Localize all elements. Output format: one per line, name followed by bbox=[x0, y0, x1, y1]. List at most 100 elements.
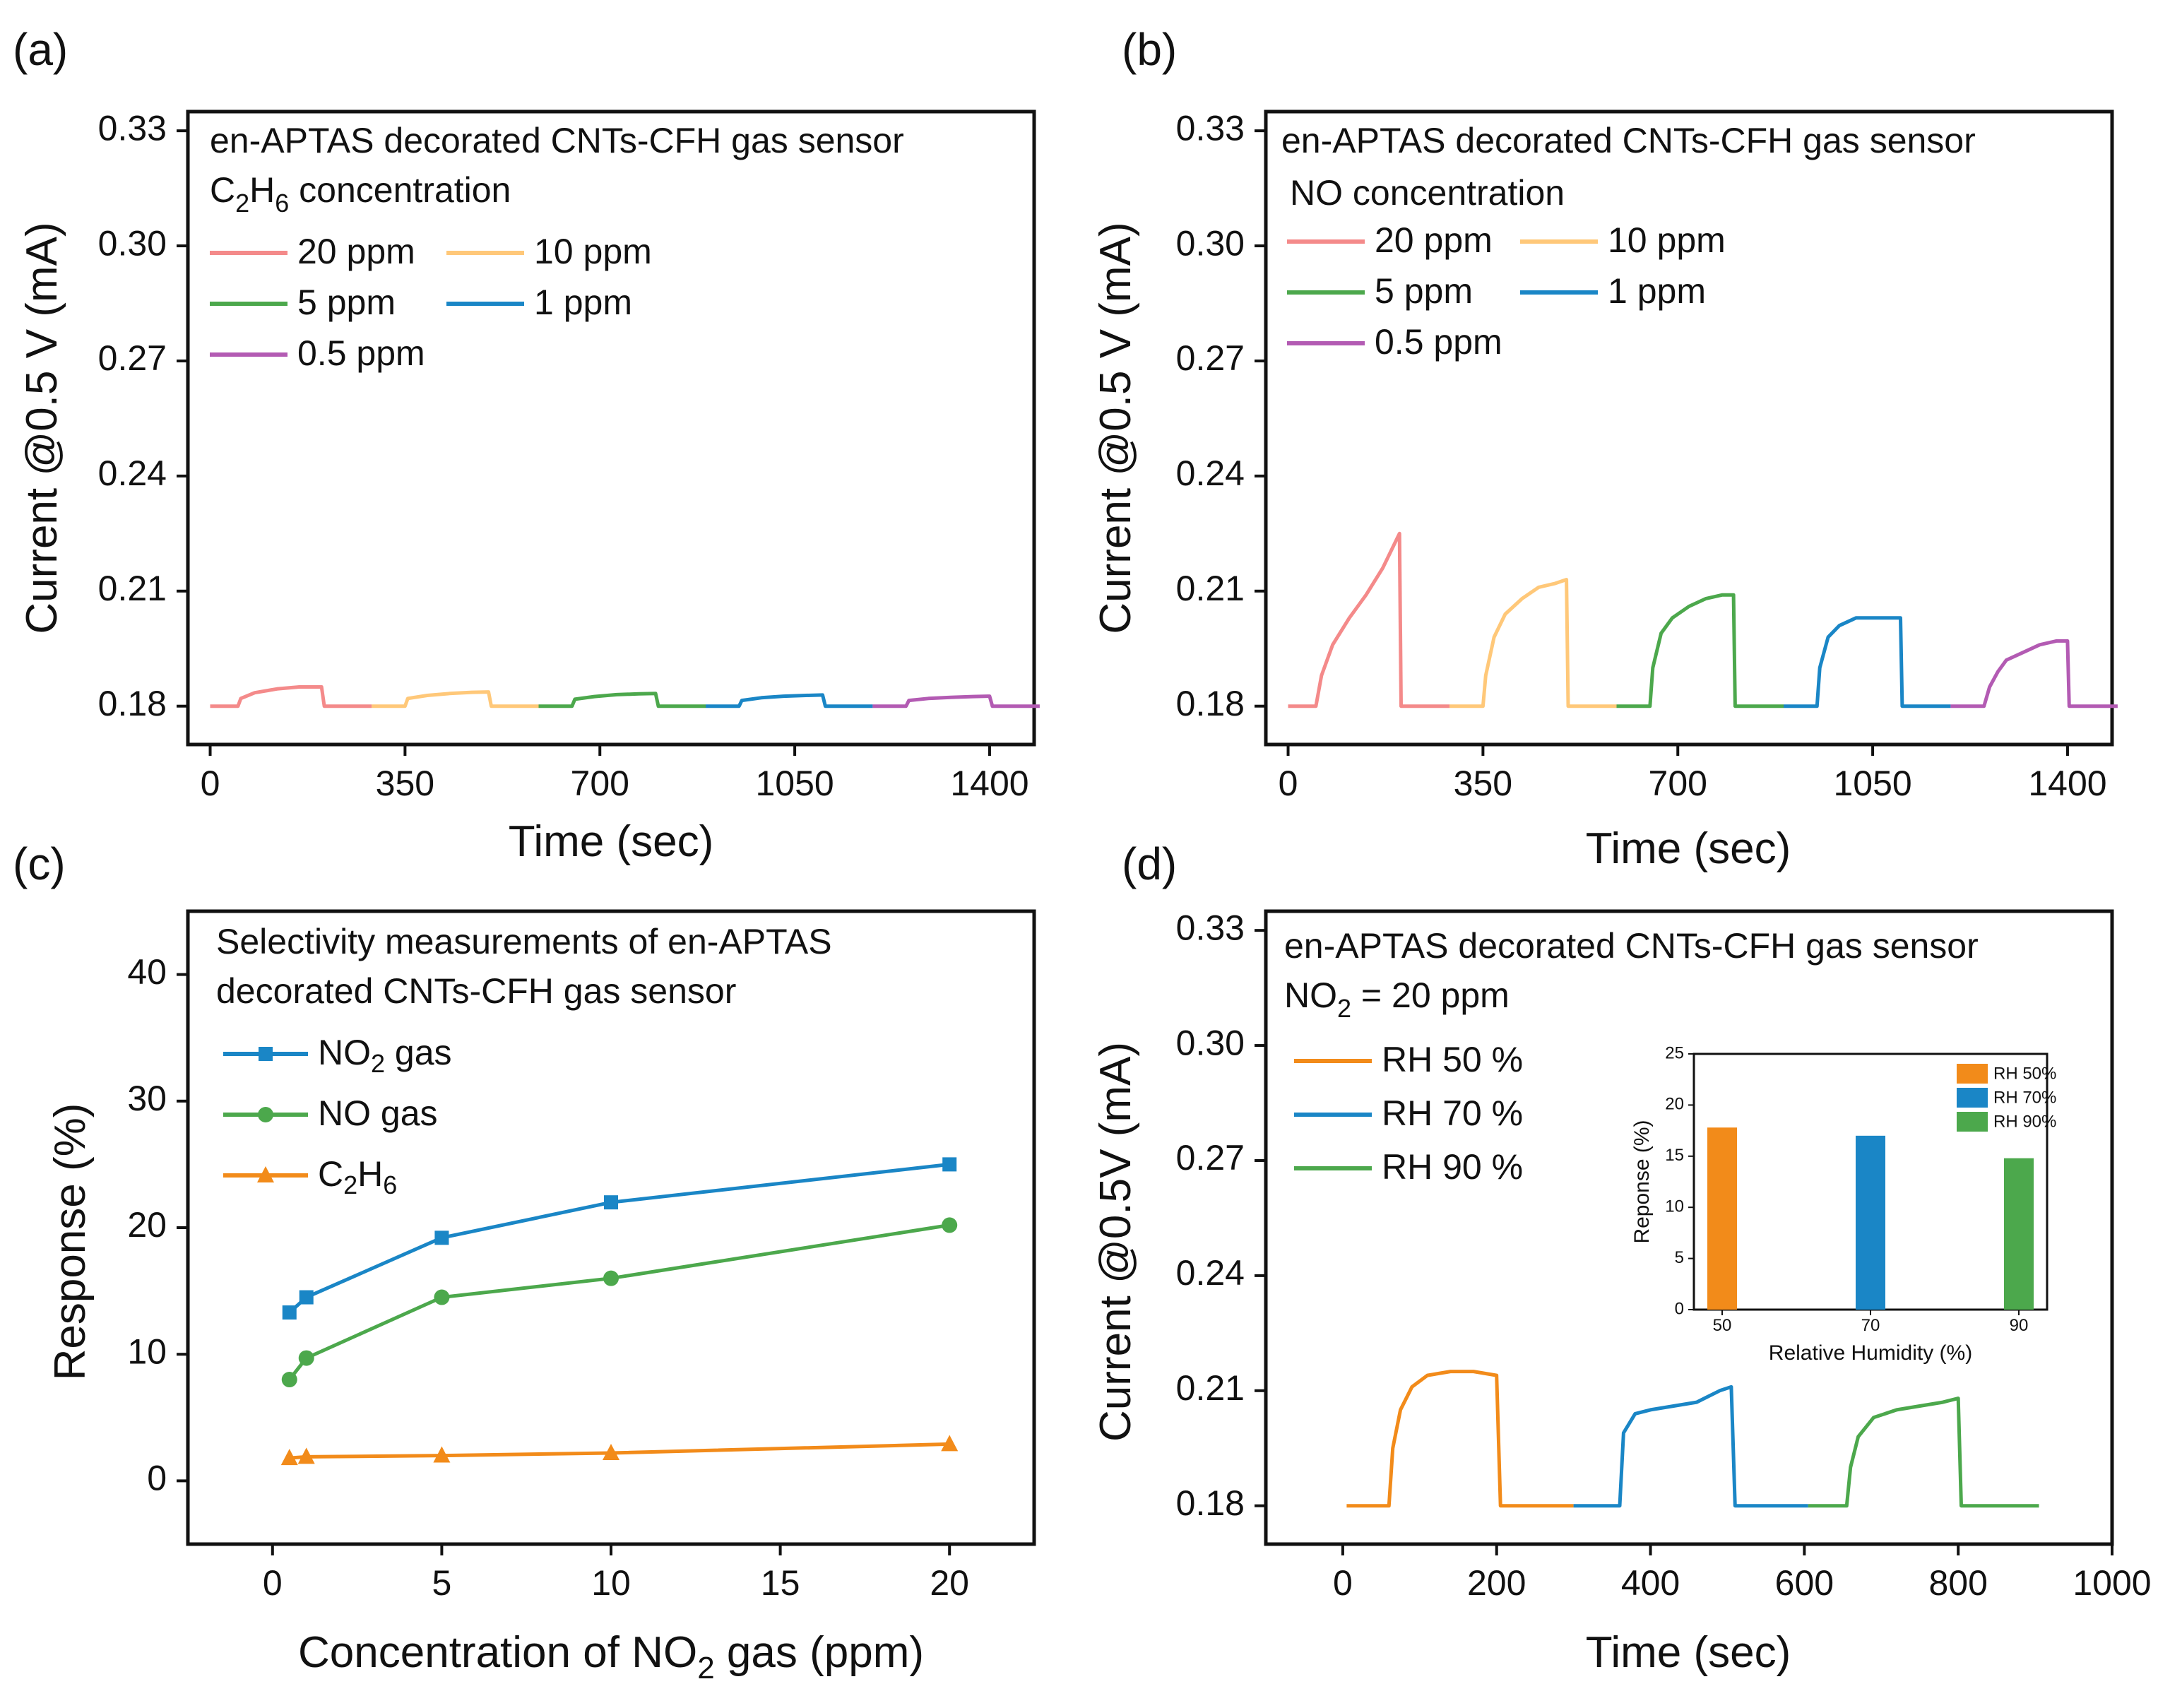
y-tick-label-b-4: 0.30 bbox=[1176, 223, 1245, 263]
legend-a: 20 ppm 10 ppm 5 ppm 1 ppm 0.5 ppm bbox=[210, 232, 652, 373]
legend-label-c-0: NO2 gas bbox=[318, 1033, 452, 1077]
panel-letter-b: (b) bbox=[1122, 24, 1177, 75]
legend-label-b-0: 20 ppm bbox=[1375, 220, 1493, 260]
y-tick-label-b-1: 0.21 bbox=[1176, 569, 1245, 608]
legend-label-d-1: RH 70 % bbox=[1382, 1093, 1523, 1133]
x-tick-label-b-2: 700 bbox=[1649, 764, 1707, 803]
legend-label-d-0: RH 50 % bbox=[1382, 1040, 1523, 1079]
inset-legend-label-0: RH 50% bbox=[1993, 1064, 2056, 1083]
series-line-a-3 bbox=[706, 693, 873, 708]
series-line-d-1 bbox=[1573, 1384, 1808, 1508]
series-line-c-1 bbox=[287, 1223, 950, 1381]
y-tick-label-d-2: 0.24 bbox=[1176, 1253, 1245, 1293]
x-tick-label-a-1: 350 bbox=[376, 764, 434, 803]
y-tick-label-a-0: 0.18 bbox=[98, 684, 167, 723]
title-c: Selectivity measurements of en-APTAS bbox=[216, 922, 832, 961]
x-tick-label-d-4: 800 bbox=[1928, 1563, 1987, 1603]
x-tick-label-a-2: 700 bbox=[571, 764, 629, 803]
x-tick-label-d-0: 0 bbox=[1333, 1563, 1353, 1603]
legend-marker-c-0 bbox=[259, 1047, 273, 1061]
y-tick-label-d-3: 0.27 bbox=[1176, 1138, 1245, 1178]
data-point-c-2-2 bbox=[433, 1446, 451, 1463]
data-point-c-2-4 bbox=[941, 1435, 959, 1452]
series-line-a-1 bbox=[372, 690, 539, 708]
data-point-c-1-0 bbox=[281, 1372, 297, 1388]
y-axis-label-a: Current @0.5 V (mA) bbox=[18, 222, 66, 634]
legend-label-a-0: 20 ppm bbox=[297, 232, 415, 271]
legend-label-a-3: 1 ppm bbox=[534, 283, 632, 322]
y-tick-label-d-5: 0.33 bbox=[1176, 908, 1245, 947]
inset-y-tick-label-0: 0 bbox=[1675, 1299, 1684, 1318]
y-tick-label-c-0: 0 bbox=[147, 1459, 167, 1498]
x-tick-label-c-4: 20 bbox=[930, 1563, 969, 1603]
data-point-c-1-3 bbox=[603, 1270, 619, 1286]
x-tick-label-b-4: 1400 bbox=[2028, 764, 2106, 803]
legend-label-a-4: 0.5 ppm bbox=[297, 333, 425, 373]
inset-bar-0 bbox=[1707, 1127, 1737, 1310]
x-tick-label-d-2: 400 bbox=[1621, 1563, 1680, 1603]
series-line-b-4 bbox=[1950, 639, 2118, 708]
x-tick-label-d-5: 1000 bbox=[2073, 1563, 2151, 1603]
x-tick-label-d-3: 600 bbox=[1775, 1563, 1834, 1603]
inset-x-tick-label-1: 70 bbox=[1861, 1316, 1880, 1335]
x-axis-label-b: Time (sec) bbox=[1586, 824, 1791, 873]
x-tick-label-b-1: 350 bbox=[1454, 764, 1512, 803]
inset-legend-swatch-2 bbox=[1957, 1112, 1988, 1132]
subtitle-b: NO concentration bbox=[1290, 173, 1565, 213]
series-line-b-2 bbox=[1616, 593, 1784, 708]
inset-legend: RH 50% RH 70% RH 90% bbox=[1957, 1064, 2056, 1132]
series-line-c-2 bbox=[289, 1442, 950, 1460]
title-d: en-APTAS decorated CNTs-CFH gas sensor bbox=[1284, 926, 1979, 966]
data-point-c-2-1 bbox=[297, 1447, 315, 1464]
inset-x-tick-label-2: 90 bbox=[2010, 1316, 2029, 1335]
x-tick-label-c-1: 5 bbox=[432, 1563, 451, 1603]
series-line-d-0 bbox=[1346, 1370, 1574, 1508]
inset-bar-1 bbox=[1856, 1135, 1885, 1310]
x-axis-label-a: Time (sec) bbox=[509, 817, 713, 866]
y-axis-label-c: Response (%) bbox=[46, 1103, 95, 1381]
title-b: en-APTAS decorated CNTs-CFH gas sensor bbox=[1281, 121, 1976, 160]
inset-y-tick-label-2: 10 bbox=[1665, 1197, 1684, 1216]
y-tick-label-c-4: 40 bbox=[127, 952, 167, 992]
legend-marker-c-1 bbox=[258, 1107, 273, 1122]
legend-label-b-2: 5 ppm bbox=[1375, 271, 1473, 311]
legend-b: 20 ppm 10 ppm 5 ppm 1 ppm 0.5 ppm bbox=[1287, 220, 1726, 362]
panel-d: 0 200 400 600 800 10000.180.210.240.270.300.3… bbox=[1091, 908, 2152, 1677]
data-point-c-0-4 bbox=[942, 1157, 957, 1172]
panel-letter-d: (d) bbox=[1122, 838, 1177, 889]
inset-legend-label-1: RH 70% bbox=[1993, 1088, 2056, 1107]
y-tick-label-c-3: 30 bbox=[127, 1079, 167, 1118]
x-tick-label-a-4: 1400 bbox=[950, 764, 1028, 803]
y-tick-label-c-1: 10 bbox=[127, 1332, 167, 1371]
inset-y-tick-label-5: 25 bbox=[1665, 1043, 1684, 1062]
title-a: en-APTAS decorated CNTs-CFH gas sensor bbox=[210, 121, 904, 160]
data-point-c-0-1 bbox=[299, 1290, 314, 1305]
y-tick-label-a-3: 0.27 bbox=[98, 338, 167, 378]
y-tick-label-c-2: 20 bbox=[127, 1205, 167, 1245]
inset-y-tick-label-1: 5 bbox=[1675, 1248, 1684, 1267]
legend-label-a-1: 10 ppm bbox=[534, 232, 652, 271]
y-tick-label-b-5: 0.33 bbox=[1176, 108, 1245, 148]
legend-label-b-4: 0.5 ppm bbox=[1375, 322, 1502, 362]
series-line-a-0 bbox=[210, 685, 372, 708]
panel-letter-a: (a) bbox=[13, 24, 68, 75]
y-tick-label-d-0: 0.18 bbox=[1176, 1483, 1245, 1523]
plot-frame-a bbox=[186, 109, 1036, 747]
x-tick-label-a-0: 0 bbox=[201, 764, 220, 803]
y-tick-label-b-2: 0.24 bbox=[1176, 453, 1245, 493]
plot-frame-b bbox=[1264, 109, 2114, 747]
y-tick-label-b-3: 0.27 bbox=[1176, 338, 1245, 378]
legend-label-b-3: 1 ppm bbox=[1608, 271, 1706, 311]
data-point-c-1-2 bbox=[434, 1289, 450, 1305]
inset-bar-chart: 0 5 10 15 20 25 50 70 90 Reponse (%) Relative Hu… bbox=[1630, 1043, 2056, 1365]
data-point-c-2-3 bbox=[603, 1443, 619, 1460]
inset-y-tick-label-3: 15 bbox=[1665, 1146, 1684, 1165]
inset-legend-swatch-0 bbox=[1957, 1064, 1988, 1084]
data-point-c-2-0 bbox=[280, 1449, 298, 1466]
legend-label-c-1: NO gas bbox=[318, 1093, 438, 1133]
subtitle-d: NO2 = 20 ppm bbox=[1284, 975, 1510, 1023]
series-line-a-2 bbox=[538, 692, 706, 708]
data-point-c-0-3 bbox=[604, 1195, 618, 1210]
panel-a: 0 350 700 1050 14000.180.210.240.270.300.33 … bbox=[18, 108, 1040, 866]
series-line-b-0 bbox=[1288, 531, 1450, 708]
